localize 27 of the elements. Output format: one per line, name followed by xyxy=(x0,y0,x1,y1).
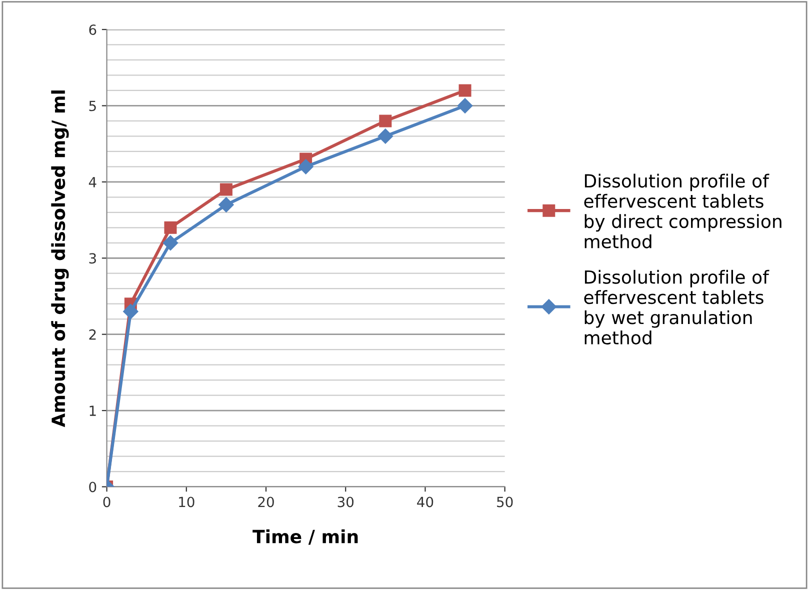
x-tick-label: 50 xyxy=(497,496,513,508)
x-tick-label: 30 xyxy=(338,496,354,508)
y-axis-title: Amount of drug dissolved mg/ ml xyxy=(51,90,69,428)
y-tick-label: 5 xyxy=(89,100,96,112)
x-axis-title: Time / min xyxy=(252,529,358,545)
y-tick-label: 4 xyxy=(88,177,96,188)
point xyxy=(379,114,392,128)
y-tick-label: 2 xyxy=(89,329,96,340)
x-tick-label: 40 xyxy=(417,496,434,508)
y-tick-label: 3 xyxy=(89,253,96,264)
x-tick-label: 0 xyxy=(103,496,110,508)
y-tick-label: 1 xyxy=(90,406,96,416)
point xyxy=(164,221,177,234)
legend-label: Dissolution profile of effervescent tablets by wet granulation method xyxy=(584,270,770,345)
x-tick-label: 10 xyxy=(179,496,194,508)
y-tick-label: 6 xyxy=(89,24,96,35)
point xyxy=(218,197,234,212)
point xyxy=(123,304,138,320)
point xyxy=(378,128,393,144)
legend-label: Dissolution profile of effervescent tablets by direct compression method xyxy=(584,174,782,248)
point xyxy=(458,84,472,97)
y-tick-label: 0 xyxy=(89,482,96,492)
point xyxy=(457,98,473,114)
point xyxy=(298,159,314,174)
point xyxy=(162,235,178,250)
x-tick-label: 20 xyxy=(258,496,274,508)
point xyxy=(220,183,232,196)
